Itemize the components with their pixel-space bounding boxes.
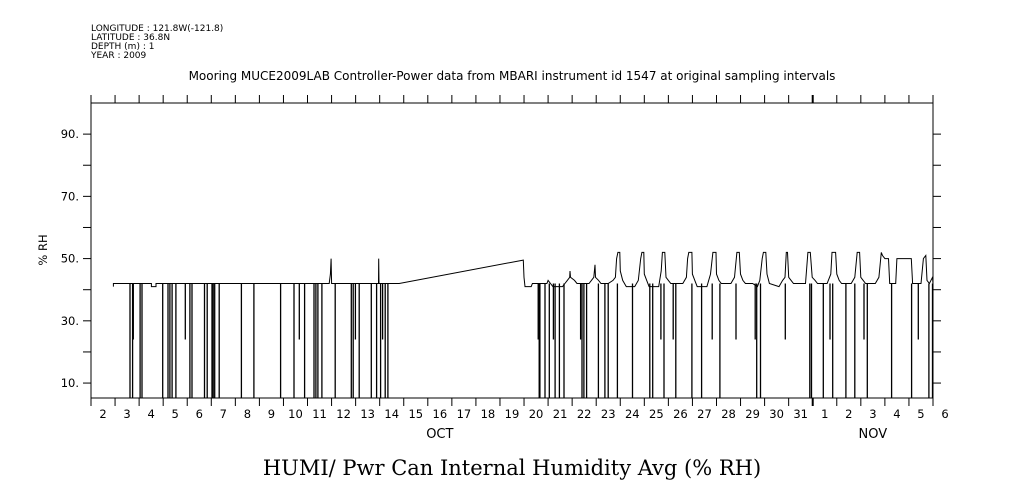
x-tick-label: 29 xyxy=(745,407,760,421)
latitude-label: LATITUDE : 36.8N xyxy=(91,33,170,43)
x-tick-label: 30 xyxy=(769,407,784,421)
y-tick-label: 30. xyxy=(61,314,79,328)
y-axis-label: % RH xyxy=(36,234,50,265)
x-tick-label: 19 xyxy=(505,407,520,421)
x-tick-label: 9 xyxy=(268,407,275,421)
y-tick-label: 50. xyxy=(61,252,79,266)
x-tick-label: 28 xyxy=(721,407,736,421)
longitude-label: LONGITUDE : 121.8W(-121.8) xyxy=(91,24,223,34)
series-line-humi xyxy=(112,251,934,288)
y-tick-label: 10. xyxy=(61,376,79,390)
x-tick-label: 6 xyxy=(941,407,948,421)
x-tick-label: 12 xyxy=(336,407,351,421)
x-tick-label: 27 xyxy=(697,407,712,421)
x-tick-label: 8 xyxy=(244,407,251,421)
x-tick-label: 15 xyxy=(408,407,423,421)
x-tick-label: 3 xyxy=(869,407,876,421)
x-tick-label: 21 xyxy=(553,407,568,421)
x-tick-label: 20 xyxy=(529,407,544,421)
x-tick-label: 7 xyxy=(220,407,227,421)
x-tick-label: 1 xyxy=(821,407,828,421)
x-tick-label: 3 xyxy=(123,407,130,421)
x-tick-label: 4 xyxy=(893,407,900,421)
x-axis-label: HUMI/ Pwr Can Internal Humidity Avg (% R… xyxy=(263,456,761,480)
depth-label: DEPTH (m) : 1 xyxy=(91,42,154,52)
x-tick-label: 13 xyxy=(360,407,375,421)
x-tick-label: 10 xyxy=(288,407,303,421)
x-tick-label: 5 xyxy=(917,407,924,421)
x-tick-label: 5 xyxy=(172,407,179,421)
y-tick-label: 70. xyxy=(61,189,79,203)
x-tick-label: 11 xyxy=(312,407,327,421)
month-label: NOV xyxy=(859,427,888,442)
x-tick-label: 2 xyxy=(845,407,852,421)
x-tick-label: 2 xyxy=(99,407,106,421)
x-tick-label: 6 xyxy=(196,407,203,421)
x-tick-label: 22 xyxy=(577,407,592,421)
year-label: YEAR : 2009 xyxy=(90,51,147,61)
chart-title: Mooring MUCE2009LAB Controller-Power dat… xyxy=(189,69,836,83)
y-tick-label: 90. xyxy=(61,127,79,141)
x-tick-label: 31 xyxy=(793,407,808,421)
x-tick-label: 18 xyxy=(481,407,496,421)
x-tick-label: 26 xyxy=(673,407,688,421)
plot-frame xyxy=(90,102,934,399)
x-tick-label: 25 xyxy=(649,407,664,421)
x-tick-label: 24 xyxy=(625,407,640,421)
x-tick-label: 4 xyxy=(147,407,154,421)
x-tick-label: 14 xyxy=(384,407,399,421)
x-tick-label: 16 xyxy=(433,407,448,421)
x-tick-label: 17 xyxy=(457,407,472,421)
x-tick-label: 23 xyxy=(601,407,616,421)
month-label: OCT xyxy=(426,427,453,442)
